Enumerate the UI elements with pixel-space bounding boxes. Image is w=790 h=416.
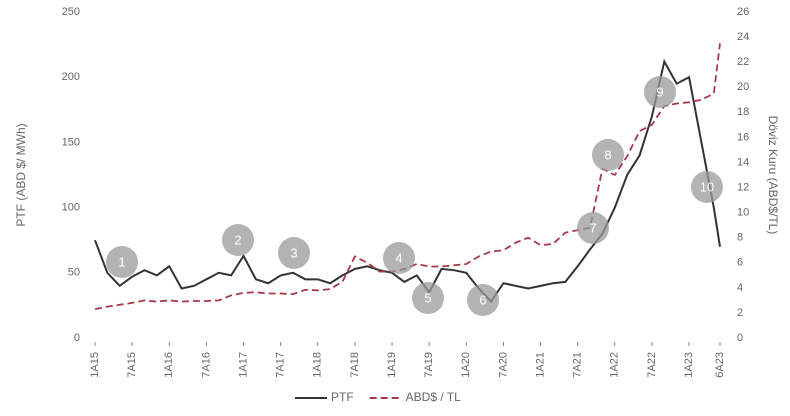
x-tick-label: 7A22 xyxy=(646,352,658,378)
y-tick-label: 0 xyxy=(74,332,80,344)
annotation-marker xyxy=(644,76,676,108)
x-tick-label: 7A16 xyxy=(200,352,212,378)
annotation-marker xyxy=(592,139,624,171)
x-tick-label: 7A17 xyxy=(275,352,287,378)
annotation-marker xyxy=(222,224,254,256)
y2-axis-label: Döviz Kuru (ABD$/TL) xyxy=(766,116,780,235)
annotation: 1 xyxy=(118,254,125,269)
x-tick-label: 1A19 xyxy=(386,352,398,378)
y2-tick-label: 2 xyxy=(737,307,743,319)
annotation-marker xyxy=(467,284,499,316)
annotation: 3 xyxy=(290,245,297,260)
x-tick-label: 7A20 xyxy=(497,352,509,378)
x-tick-label: 7A19 xyxy=(423,352,435,378)
annotation: 2 xyxy=(234,232,241,247)
y2-tick-label: 6 xyxy=(737,257,743,269)
annotation: 10 xyxy=(700,179,714,194)
annotation-marker xyxy=(412,282,444,314)
y2-tick-label: 24 xyxy=(737,31,749,43)
y-tick-label: 50 xyxy=(68,267,80,279)
legend-label: PTF xyxy=(331,390,354,404)
y2-tick-label: 12 xyxy=(737,181,749,193)
y2-tick-label: 4 xyxy=(737,282,743,294)
y-tick-label: 250 xyxy=(62,6,80,18)
x-tick-label: 1A23 xyxy=(683,352,695,378)
x-tick-label: 7A21 xyxy=(572,352,584,378)
annotation-marker xyxy=(278,237,310,269)
y-tick-label: 100 xyxy=(62,202,80,214)
y2-tick-label: 14 xyxy=(737,156,749,168)
y2-tick-label: 26 xyxy=(737,6,749,18)
annotation-marker xyxy=(691,171,723,203)
y2-tick-label: 10 xyxy=(737,207,749,219)
y-tick-label: 200 xyxy=(62,71,80,83)
x-tick-label: 1A16 xyxy=(163,352,175,378)
annotation: 6 xyxy=(479,292,486,307)
x-tick-label: 1A15 xyxy=(89,352,101,378)
x-tick-label: 1A18 xyxy=(312,352,324,378)
y-axis-label: PTF (ABD $/ MWh) xyxy=(14,123,28,226)
x-tick-label: 1A17 xyxy=(237,352,249,378)
annotation: 8 xyxy=(604,147,611,162)
y2-tick-label: 16 xyxy=(737,131,749,143)
annotation: 9 xyxy=(656,84,663,99)
y2-tick-label: 0 xyxy=(737,332,743,344)
x-tick-label: 1A20 xyxy=(460,352,472,378)
x-tick-label: 7A15 xyxy=(126,352,138,378)
annotation: 4 xyxy=(395,250,402,265)
annotation-marker xyxy=(577,212,609,244)
x-tick-label: 6A23 xyxy=(714,352,726,378)
y-tick-label: 150 xyxy=(62,136,80,148)
x-tick-label: 1A22 xyxy=(609,352,621,378)
annotation: 5 xyxy=(424,290,431,305)
y2-tick-label: 8 xyxy=(737,232,743,244)
y2-tick-label: 20 xyxy=(737,81,749,93)
x-tick-label: 7A18 xyxy=(349,352,361,378)
annotation: 7 xyxy=(589,220,596,235)
x-tick-label: 1A21 xyxy=(534,352,546,378)
annotation-marker xyxy=(106,246,138,278)
y2-tick-label: 18 xyxy=(737,106,749,118)
annotation-marker xyxy=(383,242,415,274)
legend-label: ABD$ / TL xyxy=(406,390,461,404)
y2-tick-label: 22 xyxy=(737,56,749,68)
series-line xyxy=(94,58,721,304)
